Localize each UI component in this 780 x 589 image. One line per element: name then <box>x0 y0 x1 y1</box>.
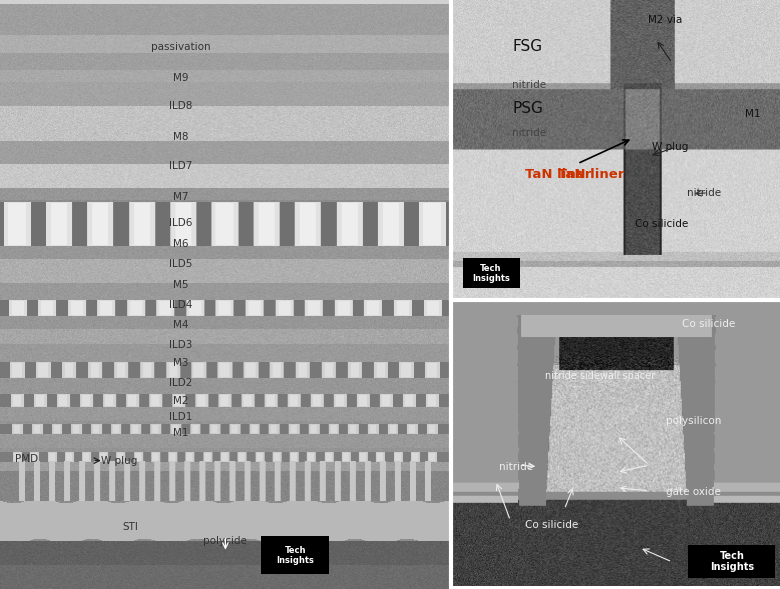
Text: ILD5: ILD5 <box>168 260 192 269</box>
Text: ILD8: ILD8 <box>168 101 192 111</box>
Text: M6: M6 <box>172 240 188 249</box>
Text: M1: M1 <box>745 109 760 119</box>
Text: Co silicide: Co silicide <box>682 319 736 329</box>
Text: W plug: W plug <box>652 142 689 152</box>
Text: M1: M1 <box>172 428 188 438</box>
Text: FSG: FSG <box>512 39 542 54</box>
Text: STI: STI <box>122 522 139 532</box>
Text: Tech
Insights: Tech Insights <box>472 264 509 283</box>
Text: M5: M5 <box>172 280 188 290</box>
Text: nitride: nitride <box>512 80 546 90</box>
Text: nitride sidewall spacer: nitride sidewall spacer <box>544 370 655 380</box>
Text: Co silicide: Co silicide <box>525 520 578 530</box>
Text: Tech
Insights: Tech Insights <box>276 546 314 565</box>
Bar <box>463 259 520 289</box>
Text: ILD1: ILD1 <box>168 412 192 422</box>
Text: TaN liner: TaN liner <box>558 168 624 181</box>
Bar <box>261 536 329 574</box>
Text: Tech
Insights: Tech Insights <box>710 551 754 572</box>
Text: polycide: polycide <box>204 536 247 545</box>
Bar <box>689 545 775 578</box>
Text: ILD6: ILD6 <box>168 218 192 227</box>
Text: M7: M7 <box>172 193 188 202</box>
Text: M9: M9 <box>172 73 188 82</box>
Text: passivation: passivation <box>151 42 210 52</box>
Text: nitride: nitride <box>512 128 546 138</box>
Text: Co silicide: Co silicide <box>635 219 689 229</box>
Text: nitride: nitride <box>499 462 533 472</box>
Text: M8: M8 <box>172 132 188 141</box>
Text: nitride: nitride <box>687 188 722 198</box>
Text: M2 via: M2 via <box>647 15 682 25</box>
Text: ILD3: ILD3 <box>168 340 192 349</box>
Text: PSG: PSG <box>512 101 543 115</box>
Text: TaN liner: TaN liner <box>525 168 591 181</box>
Text: M3: M3 <box>172 359 188 368</box>
Text: ILD4: ILD4 <box>168 300 192 310</box>
Text: M2: M2 <box>172 396 188 405</box>
Text: ILD7: ILD7 <box>168 161 192 171</box>
Text: M4: M4 <box>172 320 188 330</box>
Text: polysilicon: polysilicon <box>665 416 721 426</box>
Text: W plug: W plug <box>101 456 137 465</box>
Text: ILD2: ILD2 <box>168 378 192 388</box>
Text: gate oxide: gate oxide <box>665 487 721 497</box>
Text: PMD: PMD <box>16 455 39 464</box>
